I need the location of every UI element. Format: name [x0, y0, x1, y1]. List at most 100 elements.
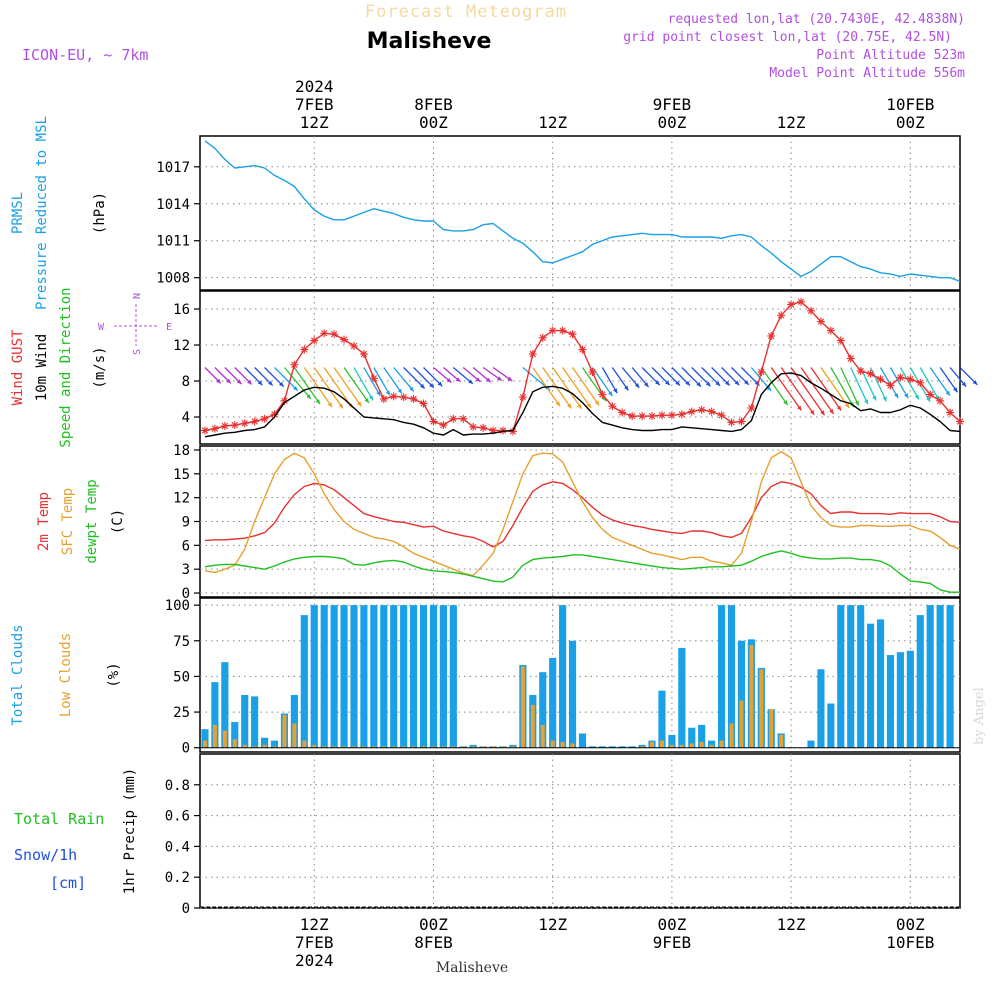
y-tick-label: 4 — [182, 410, 190, 426]
wind-arrow — [631, 367, 650, 388]
gust-marker — [936, 396, 945, 405]
gust-marker — [260, 414, 269, 423]
cloud-bar — [201, 729, 209, 748]
series-line — [204, 301, 961, 433]
y-tick-label: 3 — [182, 562, 190, 578]
y-axis-label: PRMSL — [10, 192, 26, 234]
compass-s: S — [132, 349, 143, 355]
point-altitude: Point Altitude 523m — [816, 48, 965, 63]
wind-arrow — [313, 367, 344, 409]
cloud-bar — [659, 740, 664, 748]
bottom-time-label: 00Z — [896, 915, 925, 934]
y-tick-label: 9 — [182, 515, 190, 531]
wind-arrow — [462, 367, 481, 383]
top-time-label: 12Z — [777, 113, 806, 132]
gust-marker — [449, 414, 458, 423]
cloud-bar — [689, 743, 694, 748]
wind-arrow — [204, 367, 222, 384]
wind-arrow — [442, 367, 461, 383]
series-line — [204, 372, 961, 438]
requested-coordinates: requested lon,lat (20.7430E, 42.4838N) — [668, 12, 965, 27]
cloud-bar — [618, 746, 626, 748]
bottom-time-label: 9FEB — [653, 933, 692, 952]
cloud-bar — [370, 605, 378, 748]
gust-marker — [876, 375, 885, 384]
cloud-bar — [540, 724, 545, 748]
cloud-bar — [628, 746, 636, 748]
cloud-bar — [678, 647, 686, 748]
wind-arrow — [383, 367, 403, 394]
cloud-bar — [481, 746, 486, 748]
cloud-bar — [340, 605, 348, 748]
cloud-bar — [439, 605, 447, 748]
wind-arrow — [601, 367, 618, 394]
wind-arrow — [899, 367, 920, 400]
gust-marker — [240, 419, 249, 428]
cloud-bar — [312, 744, 317, 748]
gust-marker — [210, 424, 219, 433]
cloud-bar — [211, 682, 219, 748]
cloud-bar — [411, 746, 416, 748]
cloud-bar — [231, 722, 239, 748]
top-time-label: 12Z — [300, 113, 329, 132]
cloud-bar — [699, 742, 704, 748]
gust-marker — [389, 392, 398, 401]
wind-arrow — [790, 367, 826, 416]
y-tick-label: 12 — [173, 491, 190, 507]
wind-arrow — [621, 367, 640, 389]
top-time-label: 2024 — [295, 77, 334, 96]
y-tick-label: 25 — [173, 705, 190, 721]
y-tick-label: 8 — [182, 374, 190, 390]
cloud-bar — [509, 744, 517, 748]
y-axis-label: dewpt Temp — [84, 479, 100, 563]
y-axis-label: (%) — [106, 662, 122, 687]
y-tick-label: 16 — [173, 302, 190, 318]
cloud-bar — [827, 703, 835, 748]
wind-arrow — [373, 367, 391, 396]
cloud-bar — [419, 605, 428, 748]
wind-arrow — [353, 367, 374, 401]
gust-marker — [717, 411, 726, 420]
y-tick-label: 1014 — [156, 197, 190, 213]
cloud-bar — [708, 740, 716, 748]
wind-arrow — [780, 367, 815, 416]
panel-temperature: 0 3 6 9 12 15 18 2m Temp SFC Temp dewpt Temp (C) — [36, 443, 961, 602]
wind-arrow — [770, 367, 802, 411]
cloud-bar — [469, 744, 477, 748]
cloud-bar — [698, 724, 706, 748]
wind-arrow — [224, 367, 242, 385]
series-line — [204, 140, 961, 283]
watermark: by Angel — [972, 687, 987, 745]
gust-marker — [250, 417, 259, 426]
header: Forecast Meteogram Malisheve ICON-EU, ~ … — [22, 2, 987, 976]
y-tick-label: 0 — [182, 741, 190, 757]
y-tick-label: 6 — [182, 538, 190, 554]
gust-marker — [687, 407, 696, 416]
wind-arrow — [293, 367, 321, 405]
gust-marker — [806, 306, 815, 315]
wind-arrow — [731, 367, 750, 386]
y-axis-label: Speed and Direction — [58, 287, 74, 447]
panel-frame — [199, 135, 961, 291]
gust-marker — [330, 330, 339, 339]
wind-arrow — [711, 367, 731, 387]
cloud-bar — [559, 605, 567, 748]
cloud-bar — [549, 657, 557, 748]
panel-pressure: 1008 1011 1014 1017 PRMSL Pressure Reduced to… — [10, 116, 961, 310]
gust-marker — [787, 300, 796, 309]
bottom-time-label: 2024 — [295, 951, 334, 970]
wind-arrow — [492, 366, 513, 382]
wind-arrow — [552, 367, 583, 410]
cloud-bar — [371, 746, 376, 748]
wind-arrow — [423, 367, 443, 387]
cloud-bar — [946, 605, 954, 748]
wind-arrow — [234, 367, 253, 385]
cloud-bar — [688, 727, 696, 748]
cloud-bar — [729, 723, 734, 748]
gust-marker — [310, 336, 319, 345]
cloud-bar — [400, 605, 408, 748]
wind-arrow — [244, 367, 263, 386]
y-tick-label: 15 — [173, 467, 190, 483]
